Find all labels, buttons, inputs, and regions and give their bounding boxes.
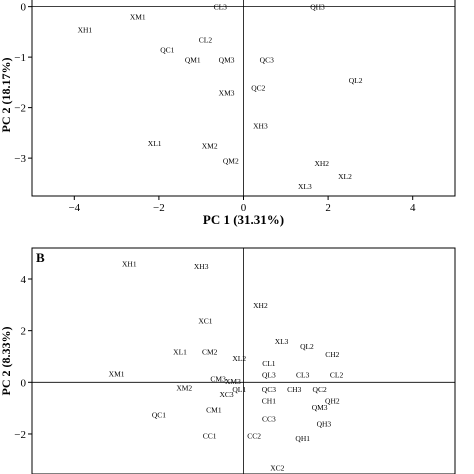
data-point-ql3: QL3 bbox=[262, 371, 276, 380]
data-point-xm3: XM3 bbox=[225, 377, 241, 386]
y-axis-title: PC 2 (8.33%) bbox=[0, 327, 13, 396]
data-point-qh2: QH2 bbox=[325, 396, 340, 405]
data-point-qc1: QC1 bbox=[160, 46, 174, 55]
data-point-xl1: XL1 bbox=[148, 139, 162, 148]
data-point-xl3: XL3 bbox=[298, 182, 312, 191]
data-point-xh2: XH2 bbox=[314, 159, 329, 168]
y-tick-label: 0 bbox=[21, 2, 27, 14]
x-tick-label: 0 bbox=[241, 202, 247, 214]
x-tick-label: 2 bbox=[325, 202, 331, 214]
data-point-xl3: XL3 bbox=[275, 337, 289, 346]
data-point-qc3: QC3 bbox=[260, 56, 274, 65]
data-point-xm1: XM1 bbox=[109, 369, 125, 378]
data-point-qh3: QH3 bbox=[317, 420, 332, 429]
data-point-ch1: CH1 bbox=[262, 396, 276, 405]
data-point-qm1: QM1 bbox=[185, 56, 201, 65]
data-point-xc2: XC2 bbox=[270, 464, 284, 473]
chart-panel-1: 0 −1 −2 −3 −4 −2 0 2 4 PC 1 (31.31%) PC 2 (18.17%)… bbox=[0, 0, 456, 227]
data-point-cc2: CC2 bbox=[247, 431, 261, 440]
data-point-xm1: XM1 bbox=[130, 13, 146, 22]
y-tick-label: −2 bbox=[14, 103, 26, 115]
data-point-xl2: XL2 bbox=[338, 172, 352, 181]
data-point-xh3: XH3 bbox=[253, 121, 268, 130]
data-point-ql2: QL2 bbox=[349, 76, 363, 85]
data-point-cl2: CL2 bbox=[199, 35, 213, 44]
y-tick-label: −2 bbox=[14, 429, 26, 441]
y-tick-label: −3 bbox=[14, 153, 26, 165]
data-point-qc1: QC1 bbox=[152, 411, 166, 420]
data-point-xc1: XC1 bbox=[198, 316, 212, 325]
y-tick-label: 0 bbox=[21, 377, 27, 389]
data-point-xl2: XL2 bbox=[232, 354, 246, 363]
data-point-qc2: QC2 bbox=[313, 385, 327, 394]
data-point-xc3: XC3 bbox=[219, 390, 233, 399]
data-point-ql2: QL2 bbox=[300, 342, 314, 351]
data-point-ql1: QL1 bbox=[232, 385, 246, 394]
x-axis-title: PC 1 (31.31%) bbox=[203, 212, 284, 227]
data-point-qm2: QM2 bbox=[223, 157, 239, 166]
data-point-cl2: CL2 bbox=[330, 371, 344, 380]
x-tick-label: 4 bbox=[410, 202, 416, 214]
data-point-xh1: XH1 bbox=[122, 259, 137, 268]
data-point-cl3: CL3 bbox=[296, 371, 310, 380]
x-tick-label: −2 bbox=[153, 202, 165, 214]
data-point-cm2: CM2 bbox=[202, 347, 218, 356]
data-point-cm3: CM3 bbox=[210, 374, 226, 383]
data-point-xm2: XM2 bbox=[176, 383, 192, 392]
data-point-cm1: CM1 bbox=[206, 405, 222, 414]
data-point-cl1: CL1 bbox=[262, 359, 276, 368]
data-point-ch2: CH2 bbox=[325, 350, 339, 359]
chart-panels: 0 −1 −2 −3 −4 −2 0 2 4 PC 1 (31.31%) PC 2 (18.17%)… bbox=[0, 0, 456, 474]
y-tick-label: −1 bbox=[14, 52, 26, 64]
data-point-qm3: QM3 bbox=[219, 56, 235, 65]
data-point-xm2: XM2 bbox=[202, 142, 218, 151]
panel-label: B bbox=[36, 250, 45, 265]
y-axis-title: PC 2 (18.17%) bbox=[0, 58, 13, 133]
data-point-xm3: XM3 bbox=[219, 88, 235, 97]
data-point-xl1: XL1 bbox=[173, 347, 187, 356]
chart-panel-2: 4 2 0 −2 PC 2 (8.33%) B XH1 XH3 XH2 XC1 XL3 QL2 XL1 C… bbox=[0, 247, 456, 474]
data-point-qh1: QH1 bbox=[295, 434, 310, 443]
data-point-qm3: QM3 bbox=[312, 403, 328, 412]
data-point-xh3: XH3 bbox=[194, 262, 209, 271]
data-point-qc2: QC2 bbox=[251, 83, 265, 92]
y-tick-label: 4 bbox=[21, 274, 27, 286]
data-point-xh2: XH2 bbox=[253, 301, 268, 310]
x-tick-label: −4 bbox=[68, 202, 80, 214]
y-tick-label: 2 bbox=[21, 326, 27, 338]
data-point-cc3: CC3 bbox=[262, 414, 276, 423]
data-point-xh1: XH1 bbox=[78, 25, 93, 34]
data-point-cc1: CC1 bbox=[203, 431, 217, 440]
data-point-cl3: CL3 bbox=[214, 3, 228, 12]
data-point-qh3: QH3 bbox=[310, 3, 325, 12]
data-point-qc3: QC3 bbox=[262, 385, 276, 394]
data-point-ch3: CH3 bbox=[287, 385, 301, 394]
